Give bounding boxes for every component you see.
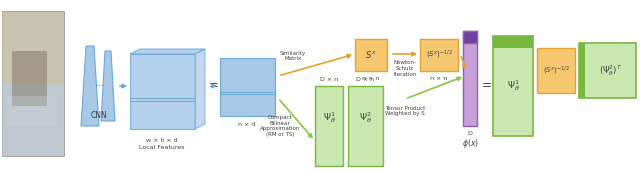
Text: Local Features: Local Features: [140, 145, 185, 150]
FancyBboxPatch shape: [130, 54, 195, 129]
FancyBboxPatch shape: [493, 36, 533, 136]
Polygon shape: [81, 46, 99, 126]
Text: $\Psi_\theta^2$: $\Psi_\theta^2$: [359, 110, 372, 126]
Text: D: D: [468, 131, 472, 136]
Text: n × n: n × n: [430, 76, 447, 81]
Text: n × n: n × n: [362, 76, 380, 81]
FancyBboxPatch shape: [12, 51, 47, 106]
Text: $S^x$: $S^x$: [365, 49, 377, 61]
Text: =: =: [482, 80, 492, 93]
FancyBboxPatch shape: [348, 86, 383, 166]
Text: Similarity
Matrix: Similarity Matrix: [280, 51, 306, 61]
Text: $\Psi_\theta^1$: $\Psi_\theta^1$: [323, 110, 335, 126]
FancyBboxPatch shape: [315, 86, 343, 166]
Text: D × n: D × n: [356, 77, 374, 82]
FancyBboxPatch shape: [463, 31, 477, 43]
FancyBboxPatch shape: [2, 12, 64, 84]
Text: $\Psi_\theta^1$: $\Psi_\theta^1$: [506, 78, 520, 94]
FancyBboxPatch shape: [220, 58, 275, 116]
Text: $\phi(x)$: $\phi(x)$: [461, 137, 479, 150]
Text: $(S^x)^{-1/2}$: $(S^x)^{-1/2}$: [543, 64, 570, 77]
FancyBboxPatch shape: [463, 31, 477, 126]
FancyBboxPatch shape: [2, 11, 64, 156]
Text: Compact
Bilinear
Approximation
(RM or TS): Compact Bilinear Approximation (RM or TS…: [260, 115, 300, 137]
FancyBboxPatch shape: [579, 43, 585, 98]
Text: n × d: n × d: [238, 122, 255, 127]
FancyBboxPatch shape: [2, 84, 64, 156]
Text: D × n: D × n: [320, 77, 338, 82]
Polygon shape: [101, 51, 115, 121]
Text: $(\Psi_\theta^2)^T$: $(\Psi_\theta^2)^T$: [599, 63, 622, 78]
FancyBboxPatch shape: [493, 36, 533, 48]
FancyBboxPatch shape: [7, 96, 57, 126]
Text: $(S^x)^{-1/2}$: $(S^x)^{-1/2}$: [426, 49, 452, 61]
Polygon shape: [130, 49, 205, 54]
Text: Newton-
Schulz
Iteration: Newton- Schulz Iteration: [394, 60, 417, 77]
FancyBboxPatch shape: [537, 48, 575, 93]
Text: Tensor Product
Weighted by S: Tensor Product Weighted by S: [385, 106, 425, 116]
Text: w × h × d: w × h × d: [146, 138, 178, 143]
Text: =: =: [209, 80, 219, 93]
Polygon shape: [195, 49, 205, 129]
FancyBboxPatch shape: [355, 39, 387, 71]
FancyBboxPatch shape: [579, 43, 636, 98]
Text: ...: ...: [95, 80, 103, 89]
FancyBboxPatch shape: [420, 39, 458, 71]
Text: CNN: CNN: [91, 111, 108, 121]
